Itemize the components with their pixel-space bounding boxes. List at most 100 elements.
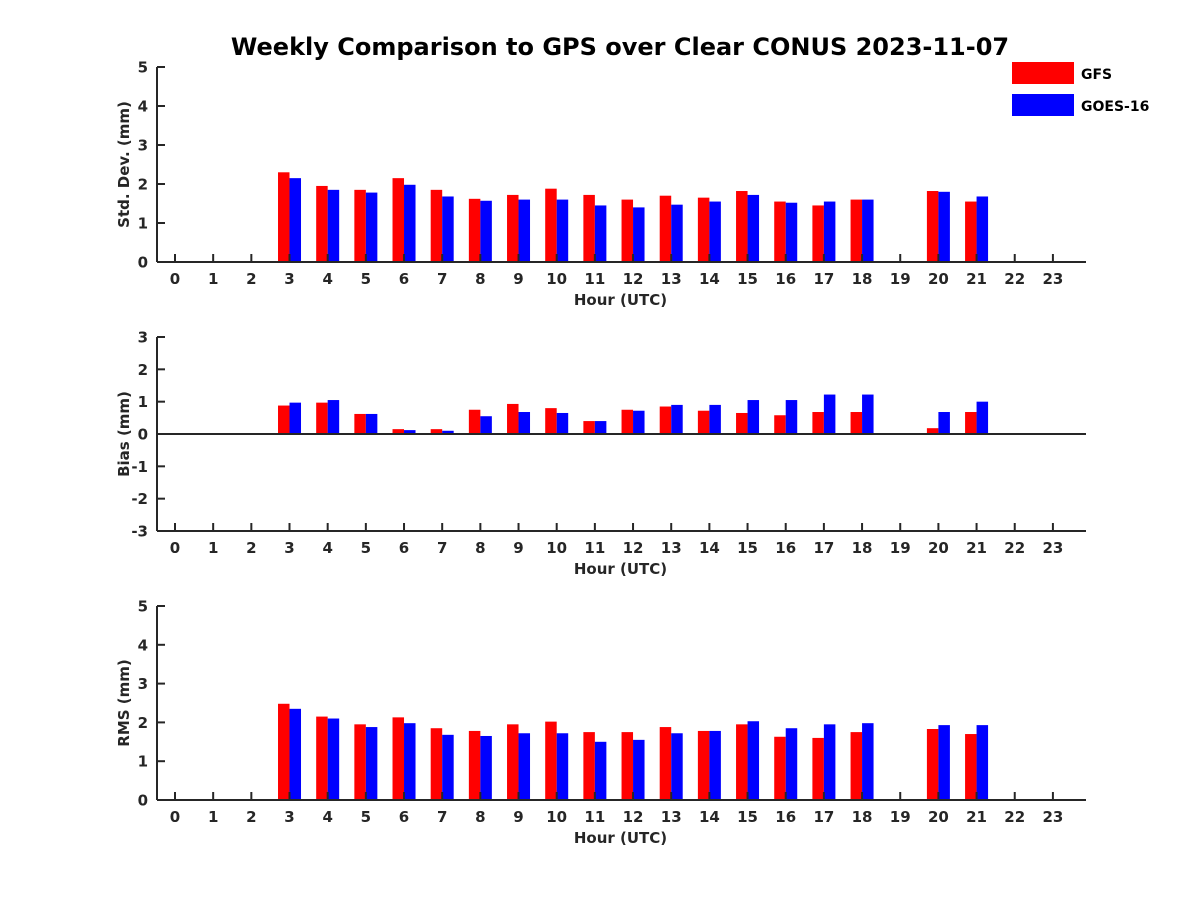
x-tick-label: 19 bbox=[890, 539, 911, 557]
x-tick-label: 12 bbox=[623, 808, 644, 826]
bar-gfs-hour-18 bbox=[850, 412, 863, 434]
y-tick-label: -1 bbox=[131, 458, 148, 476]
bar-gfs-hour-7 bbox=[430, 429, 443, 434]
y-tick-label: 1 bbox=[138, 753, 148, 771]
bar-gfs-hour-21 bbox=[965, 734, 977, 800]
bar-goes16-hour-20 bbox=[938, 725, 950, 800]
x-tick-label: 2 bbox=[246, 808, 256, 826]
x-tick-label: 15 bbox=[737, 539, 758, 557]
bar-goes16-hour-8 bbox=[480, 735, 492, 800]
bar-gfs-hour-17 bbox=[812, 205, 824, 262]
bar-goes16-hour-13 bbox=[671, 204, 683, 262]
x-tick-label: 14 bbox=[699, 808, 720, 826]
x-tick-label: 2 bbox=[246, 539, 256, 557]
bar-goes16-hour-3 bbox=[289, 178, 302, 262]
bar-goes16-hour-9 bbox=[518, 733, 531, 800]
bar-gfs-hour-8 bbox=[468, 730, 481, 800]
y-tick-label: 4 bbox=[138, 636, 148, 654]
x-tick-label: 18 bbox=[852, 270, 873, 288]
bar-gfs-hour-12 bbox=[621, 409, 634, 434]
x-tick-label: 20 bbox=[928, 270, 949, 288]
x-tick-label: 10 bbox=[546, 270, 567, 288]
bar-gfs-hour-9 bbox=[507, 724, 519, 800]
bar-gfs-hour-20 bbox=[926, 428, 939, 434]
y-tick-label: -2 bbox=[131, 490, 148, 508]
bar-gfs-hour-9 bbox=[507, 403, 519, 434]
bar-goes16-hour-18 bbox=[862, 723, 874, 800]
bar-gfs-hour-11 bbox=[583, 421, 595, 434]
y-tick-label: 3 bbox=[138, 675, 148, 693]
x-tick-label: 21 bbox=[966, 808, 987, 826]
x-tick-label: 22 bbox=[1004, 539, 1025, 557]
x-tick-label: 17 bbox=[813, 539, 834, 557]
x-tick-label: 3 bbox=[284, 808, 294, 826]
bar-goes16-hour-4 bbox=[327, 718, 340, 800]
x-tick-label: 23 bbox=[1042, 539, 1063, 557]
x-tick-label: 16 bbox=[775, 270, 796, 288]
x-tick-label: 4 bbox=[322, 808, 332, 826]
bar-gfs-hour-4 bbox=[316, 716, 328, 800]
x-tick-label: 23 bbox=[1042, 270, 1063, 288]
x-tick-label: 20 bbox=[928, 808, 949, 826]
bar-gfs-hour-3 bbox=[278, 703, 290, 800]
y-tick-label: 2 bbox=[138, 714, 148, 732]
bar-goes16-hour-15 bbox=[747, 721, 760, 800]
x-tick-label: 16 bbox=[775, 808, 796, 826]
x-tick-label: 9 bbox=[513, 270, 523, 288]
chart-title: Weekly Comparison to GPS over Clear CONU… bbox=[231, 33, 1009, 61]
y-axis-label: Std. Dev. (mm) bbox=[115, 101, 133, 228]
bar-gfs-hour-14 bbox=[697, 197, 710, 262]
x-tick-label: 1 bbox=[208, 270, 218, 288]
x-tick-label: 1 bbox=[208, 808, 218, 826]
bar-goes16-hour-10 bbox=[556, 199, 569, 262]
bar-gfs-hour-6 bbox=[392, 717, 405, 800]
bar-goes16-hour-17 bbox=[823, 201, 836, 262]
bar-goes16-hour-21 bbox=[976, 725, 989, 800]
x-tick-label: 11 bbox=[584, 808, 605, 826]
bar-goes16-hour-14 bbox=[709, 730, 721, 800]
bar-gfs-hour-5 bbox=[354, 413, 366, 434]
bar-goes16-hour-11 bbox=[594, 205, 607, 262]
bar-gfs-hour-7 bbox=[430, 189, 443, 262]
x-tick-label: 9 bbox=[513, 539, 523, 557]
bar-goes16-hour-7 bbox=[442, 430, 454, 434]
bar-goes16-hour-21 bbox=[976, 401, 989, 434]
y-axis-label: RMS (mm) bbox=[115, 659, 133, 746]
bar-goes16-hour-14 bbox=[709, 404, 721, 434]
bar-goes16-hour-4 bbox=[327, 400, 340, 434]
legend-label-gfs: GFS bbox=[1081, 67, 1112, 83]
y-tick-label: 1 bbox=[138, 215, 148, 233]
bar-gfs-hour-12 bbox=[621, 199, 634, 262]
bar-goes16-hour-12 bbox=[633, 410, 645, 434]
y-tick-label: 5 bbox=[138, 59, 148, 77]
bar-gfs-hour-15 bbox=[736, 724, 748, 800]
y-tick-label: 3 bbox=[138, 137, 148, 155]
y-tick-label: 0 bbox=[138, 426, 148, 444]
bar-goes16-hour-16 bbox=[785, 728, 798, 800]
bar-goes16-hour-3 bbox=[289, 402, 302, 434]
x-tick-label: 12 bbox=[623, 270, 644, 288]
bar-gfs-hour-11 bbox=[583, 194, 595, 262]
bar-gfs-hour-8 bbox=[468, 198, 481, 262]
bar-goes16-hour-8 bbox=[480, 200, 492, 262]
x-tick-label: 8 bbox=[475, 808, 485, 826]
bar-gfs-hour-14 bbox=[697, 730, 710, 800]
bar-goes16-hour-4 bbox=[327, 189, 340, 262]
x-tick-label: 21 bbox=[966, 539, 987, 557]
bar-goes16-hour-10 bbox=[556, 733, 569, 800]
bar-goes16-hour-7 bbox=[442, 196, 454, 262]
x-tick-label: 5 bbox=[361, 539, 371, 557]
bar-goes16-hour-20 bbox=[938, 412, 950, 434]
legend-label-goes16: GOES-16 bbox=[1081, 99, 1149, 115]
x-tick-label: 13 bbox=[661, 808, 682, 826]
bar-gfs-hour-11 bbox=[583, 732, 595, 800]
bar-gfs-hour-18 bbox=[850, 732, 863, 800]
bar-gfs-hour-20 bbox=[926, 191, 939, 262]
bar-gfs-hour-9 bbox=[507, 194, 519, 262]
bar-gfs-hour-13 bbox=[659, 195, 672, 262]
x-tick-label: 22 bbox=[1004, 270, 1025, 288]
bar-gfs-hour-10 bbox=[545, 721, 557, 800]
bar-goes16-hour-5 bbox=[365, 727, 378, 800]
x-axis-label: Hour (UTC) bbox=[574, 291, 667, 309]
